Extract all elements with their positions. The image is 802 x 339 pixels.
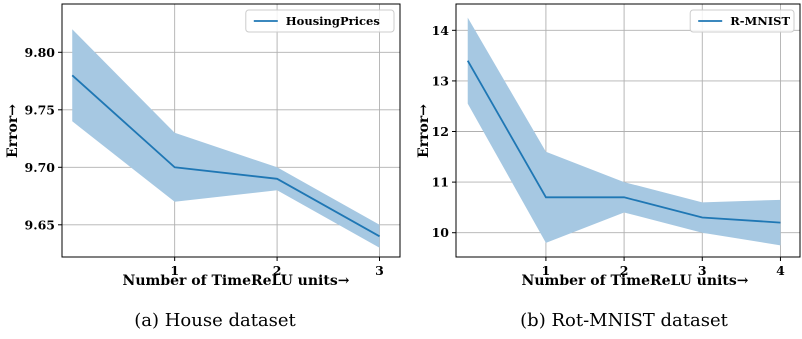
y-tick-label: 9.70 bbox=[25, 160, 56, 175]
legend-box bbox=[245, 9, 395, 33]
y-axis-label: Error→ bbox=[416, 104, 432, 158]
x-tick-label: 3 bbox=[375, 263, 384, 278]
legend-box bbox=[689, 9, 795, 33]
panel-caption: (a) House dataset bbox=[134, 310, 296, 331]
legend-label: R-MNIST bbox=[730, 14, 790, 28]
y-tick-label: 9.75 bbox=[25, 102, 55, 117]
y-tick-label: 11 bbox=[432, 175, 449, 190]
plot-frame bbox=[61, 3, 401, 258]
x-tick-label: 3 bbox=[698, 263, 707, 278]
legend: HousingPrices bbox=[245, 9, 395, 33]
x-tick-label: 2 bbox=[273, 263, 282, 278]
legend-label: HousingPrices bbox=[286, 14, 380, 28]
y-tick-label: 12 bbox=[432, 124, 449, 139]
x-tick-label: 1 bbox=[542, 263, 551, 278]
series-line bbox=[71, 74, 380, 238]
y-tick-label: 9.65 bbox=[25, 217, 55, 232]
x-axis-label: Number of TimeReLU units→ bbox=[123, 273, 350, 289]
plot-frame bbox=[455, 3, 801, 258]
panel-caption: (b) Rot-MNIST dataset bbox=[520, 310, 728, 331]
x-axis-label: Number of TimeReLU units→ bbox=[522, 273, 749, 289]
confidence-band bbox=[72, 29, 380, 248]
y-axis-label: Error→ bbox=[5, 104, 21, 158]
confidence-band bbox=[467, 17, 781, 246]
y-tick-label: 14 bbox=[432, 23, 450, 38]
y-tick-label: 9.80 bbox=[25, 45, 56, 60]
chart-panel-1: 1 2 3 9.65 9.70 9.75 9.80 Number of TimeReLU un… bbox=[5, 3, 401, 331]
y-tick-label: 10 bbox=[432, 225, 450, 240]
legend: R-MNIST bbox=[689, 9, 795, 33]
x-tick-label: 4 bbox=[776, 263, 785, 278]
x-tick-label: 1 bbox=[170, 263, 179, 278]
x-tick-label: 2 bbox=[620, 263, 629, 278]
y-tick-label: 13 bbox=[432, 73, 449, 88]
